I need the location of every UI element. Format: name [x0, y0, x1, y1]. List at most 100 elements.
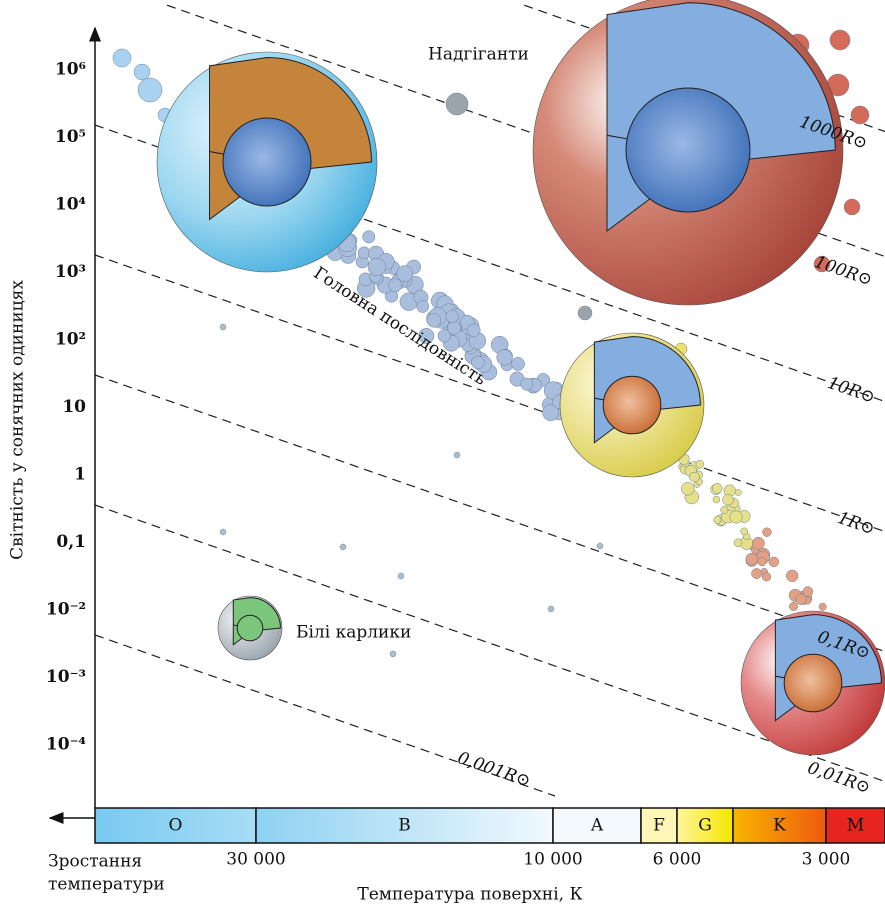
arrow-label: Зростання — [48, 852, 142, 872]
x-axis-label: Температура поверхні, К — [357, 885, 582, 905]
star — [689, 471, 700, 483]
y-tick-label: 10⁵ — [55, 127, 86, 147]
spectral-class-label: F — [653, 816, 665, 836]
star — [511, 357, 525, 371]
star-core — [783, 653, 843, 713]
star — [219, 528, 227, 536]
arrow-label: температури — [48, 875, 165, 895]
star — [596, 542, 604, 550]
radius-line — [94, 504, 885, 783]
star-models — [156, 0, 885, 756]
star — [695, 460, 705, 469]
star — [761, 572, 772, 582]
x-tick-label: 30 000 — [226, 850, 285, 870]
star — [418, 328, 435, 344]
star — [453, 451, 461, 459]
y-tick-label: 10² — [55, 330, 86, 350]
star — [445, 92, 469, 116]
star — [850, 105, 870, 125]
star — [681, 482, 695, 496]
y-tick-label: 10⁶ — [55, 60, 86, 80]
region-label: Надгіганти — [428, 45, 529, 65]
star — [426, 313, 441, 328]
star — [137, 77, 163, 103]
star — [789, 601, 799, 611]
spectral-class — [676, 807, 734, 844]
star — [752, 536, 765, 550]
y-tick-label: 10⁻⁴ — [46, 735, 86, 755]
star — [367, 257, 387, 277]
star — [818, 602, 827, 611]
y-tick-label: 1 — [74, 465, 86, 485]
star — [542, 404, 560, 422]
spectral-class-label: G — [698, 816, 712, 836]
star — [712, 495, 721, 504]
star — [547, 605, 555, 613]
star — [786, 569, 799, 583]
radius-label: 1R⊙ — [835, 508, 877, 539]
spectral-class — [255, 807, 554, 844]
star — [813, 255, 831, 273]
spectral-class — [552, 807, 642, 844]
star — [496, 349, 513, 366]
y-axis-label: Світність у сонячних одиницях — [8, 280, 28, 560]
star — [740, 527, 749, 536]
star — [397, 572, 405, 580]
y-tick-label: 10 — [62, 397, 86, 417]
star — [745, 552, 759, 566]
star — [577, 305, 593, 321]
region-label: Білі карлики — [296, 623, 411, 643]
x-tick-label: 10 000 — [523, 850, 582, 870]
star — [768, 556, 780, 568]
spectral-class — [825, 807, 885, 844]
star — [733, 538, 743, 548]
spectral-class-label: A — [590, 816, 604, 836]
star — [339, 543, 347, 551]
star — [437, 329, 451, 343]
y-tick-label: 10⁴ — [55, 195, 86, 215]
star — [762, 527, 772, 537]
star — [388, 278, 403, 293]
star — [520, 377, 534, 391]
star-core — [222, 117, 312, 207]
star — [396, 265, 414, 283]
spectral-class-label: B — [398, 816, 411, 836]
spectral-class-label: M — [847, 816, 864, 836]
x-tick-label: 3 000 — [802, 850, 851, 870]
y-tick-label: 10³ — [55, 262, 86, 282]
star — [445, 309, 459, 323]
star — [751, 568, 763, 579]
star-core — [602, 375, 662, 435]
radius-label: 10R⊙ — [825, 373, 878, 408]
y-tick-label: 0,1 — [56, 532, 86, 552]
radius-label: 0,01R⊙ — [805, 758, 873, 798]
star — [734, 489, 742, 496]
y-tick-label: 10⁻³ — [46, 667, 86, 687]
star — [729, 510, 743, 524]
star — [713, 516, 722, 524]
star — [416, 300, 430, 313]
star — [722, 494, 734, 506]
stars — [112, 29, 870, 658]
star — [829, 29, 851, 51]
star — [133, 63, 151, 81]
spectral-class — [640, 807, 678, 844]
star-core — [625, 87, 751, 213]
star — [219, 323, 227, 331]
radius-line — [94, 634, 556, 797]
star — [362, 230, 376, 244]
radius-line — [94, 374, 885, 653]
star — [720, 506, 729, 514]
star — [389, 650, 397, 658]
star — [112, 48, 132, 68]
x-tick-label: 6 000 — [653, 850, 702, 870]
star — [795, 593, 807, 605]
star — [447, 320, 462, 335]
star — [843, 198, 861, 216]
radius-label: 0,001R⊙ — [455, 748, 533, 792]
star — [802, 586, 814, 597]
radius-line — [94, 254, 885, 533]
y-tick-label: 10⁻² — [46, 600, 86, 620]
